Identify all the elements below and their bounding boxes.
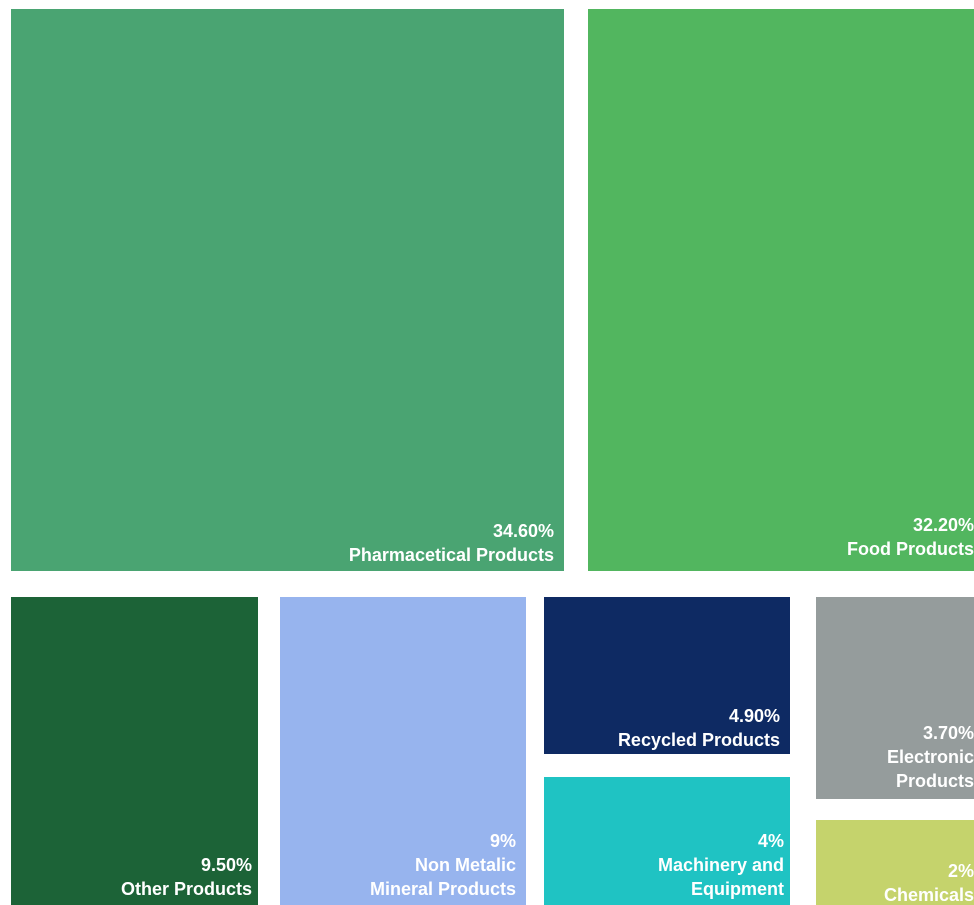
tile-value-label: 9.50% (200, 855, 252, 875)
tile-category-label: Chemicals (883, 885, 974, 905)
treemap-tile-pharmacetical-products: 34.60% Pharmacetical Products (11, 9, 564, 571)
treemap-tile-electronic-products: 3.70% Electronic Products (816, 597, 974, 799)
tile-value-label: 4.90% (728, 706, 780, 726)
treemap-tile-recycled-products: 4.90% Recycled Products (544, 597, 790, 754)
tile-value-label: 9% (489, 831, 516, 851)
tile-value-label: 4% (757, 831, 784, 851)
treemap-tile-machinery-and-equipment: 4% Machinery and Equipment (544, 777, 790, 905)
tile-category-label: Other Products (120, 879, 252, 899)
tile-value-label: 32.20% (912, 515, 974, 535)
tile-value-label: 3.70% (922, 723, 974, 743)
tile-category-label: Non Metalic Mineral Products (369, 855, 516, 899)
tile-category-label: Electronic Products (886, 747, 974, 791)
treemap-tile-non-metalic-mineral-products: 9% Non Metalic Mineral Products (280, 597, 526, 905)
tile-value-label: 2% (947, 861, 974, 881)
treemap-tile-chemicals: 2% Chemicals (816, 820, 974, 905)
tile-category-label: Food Products (847, 539, 974, 559)
tile-value-label: 34.60% (492, 521, 554, 541)
treemap-tile-food-products: 32.20% Food Products (588, 9, 974, 571)
tile-category-label: Pharmacetical Products (348, 545, 554, 565)
treemap-tile-other-products: 9.50% Other Products (11, 597, 258, 905)
tile-category-label: Machinery and Equipment (657, 855, 784, 899)
tile-category-label: Recycled Products (617, 730, 780, 750)
